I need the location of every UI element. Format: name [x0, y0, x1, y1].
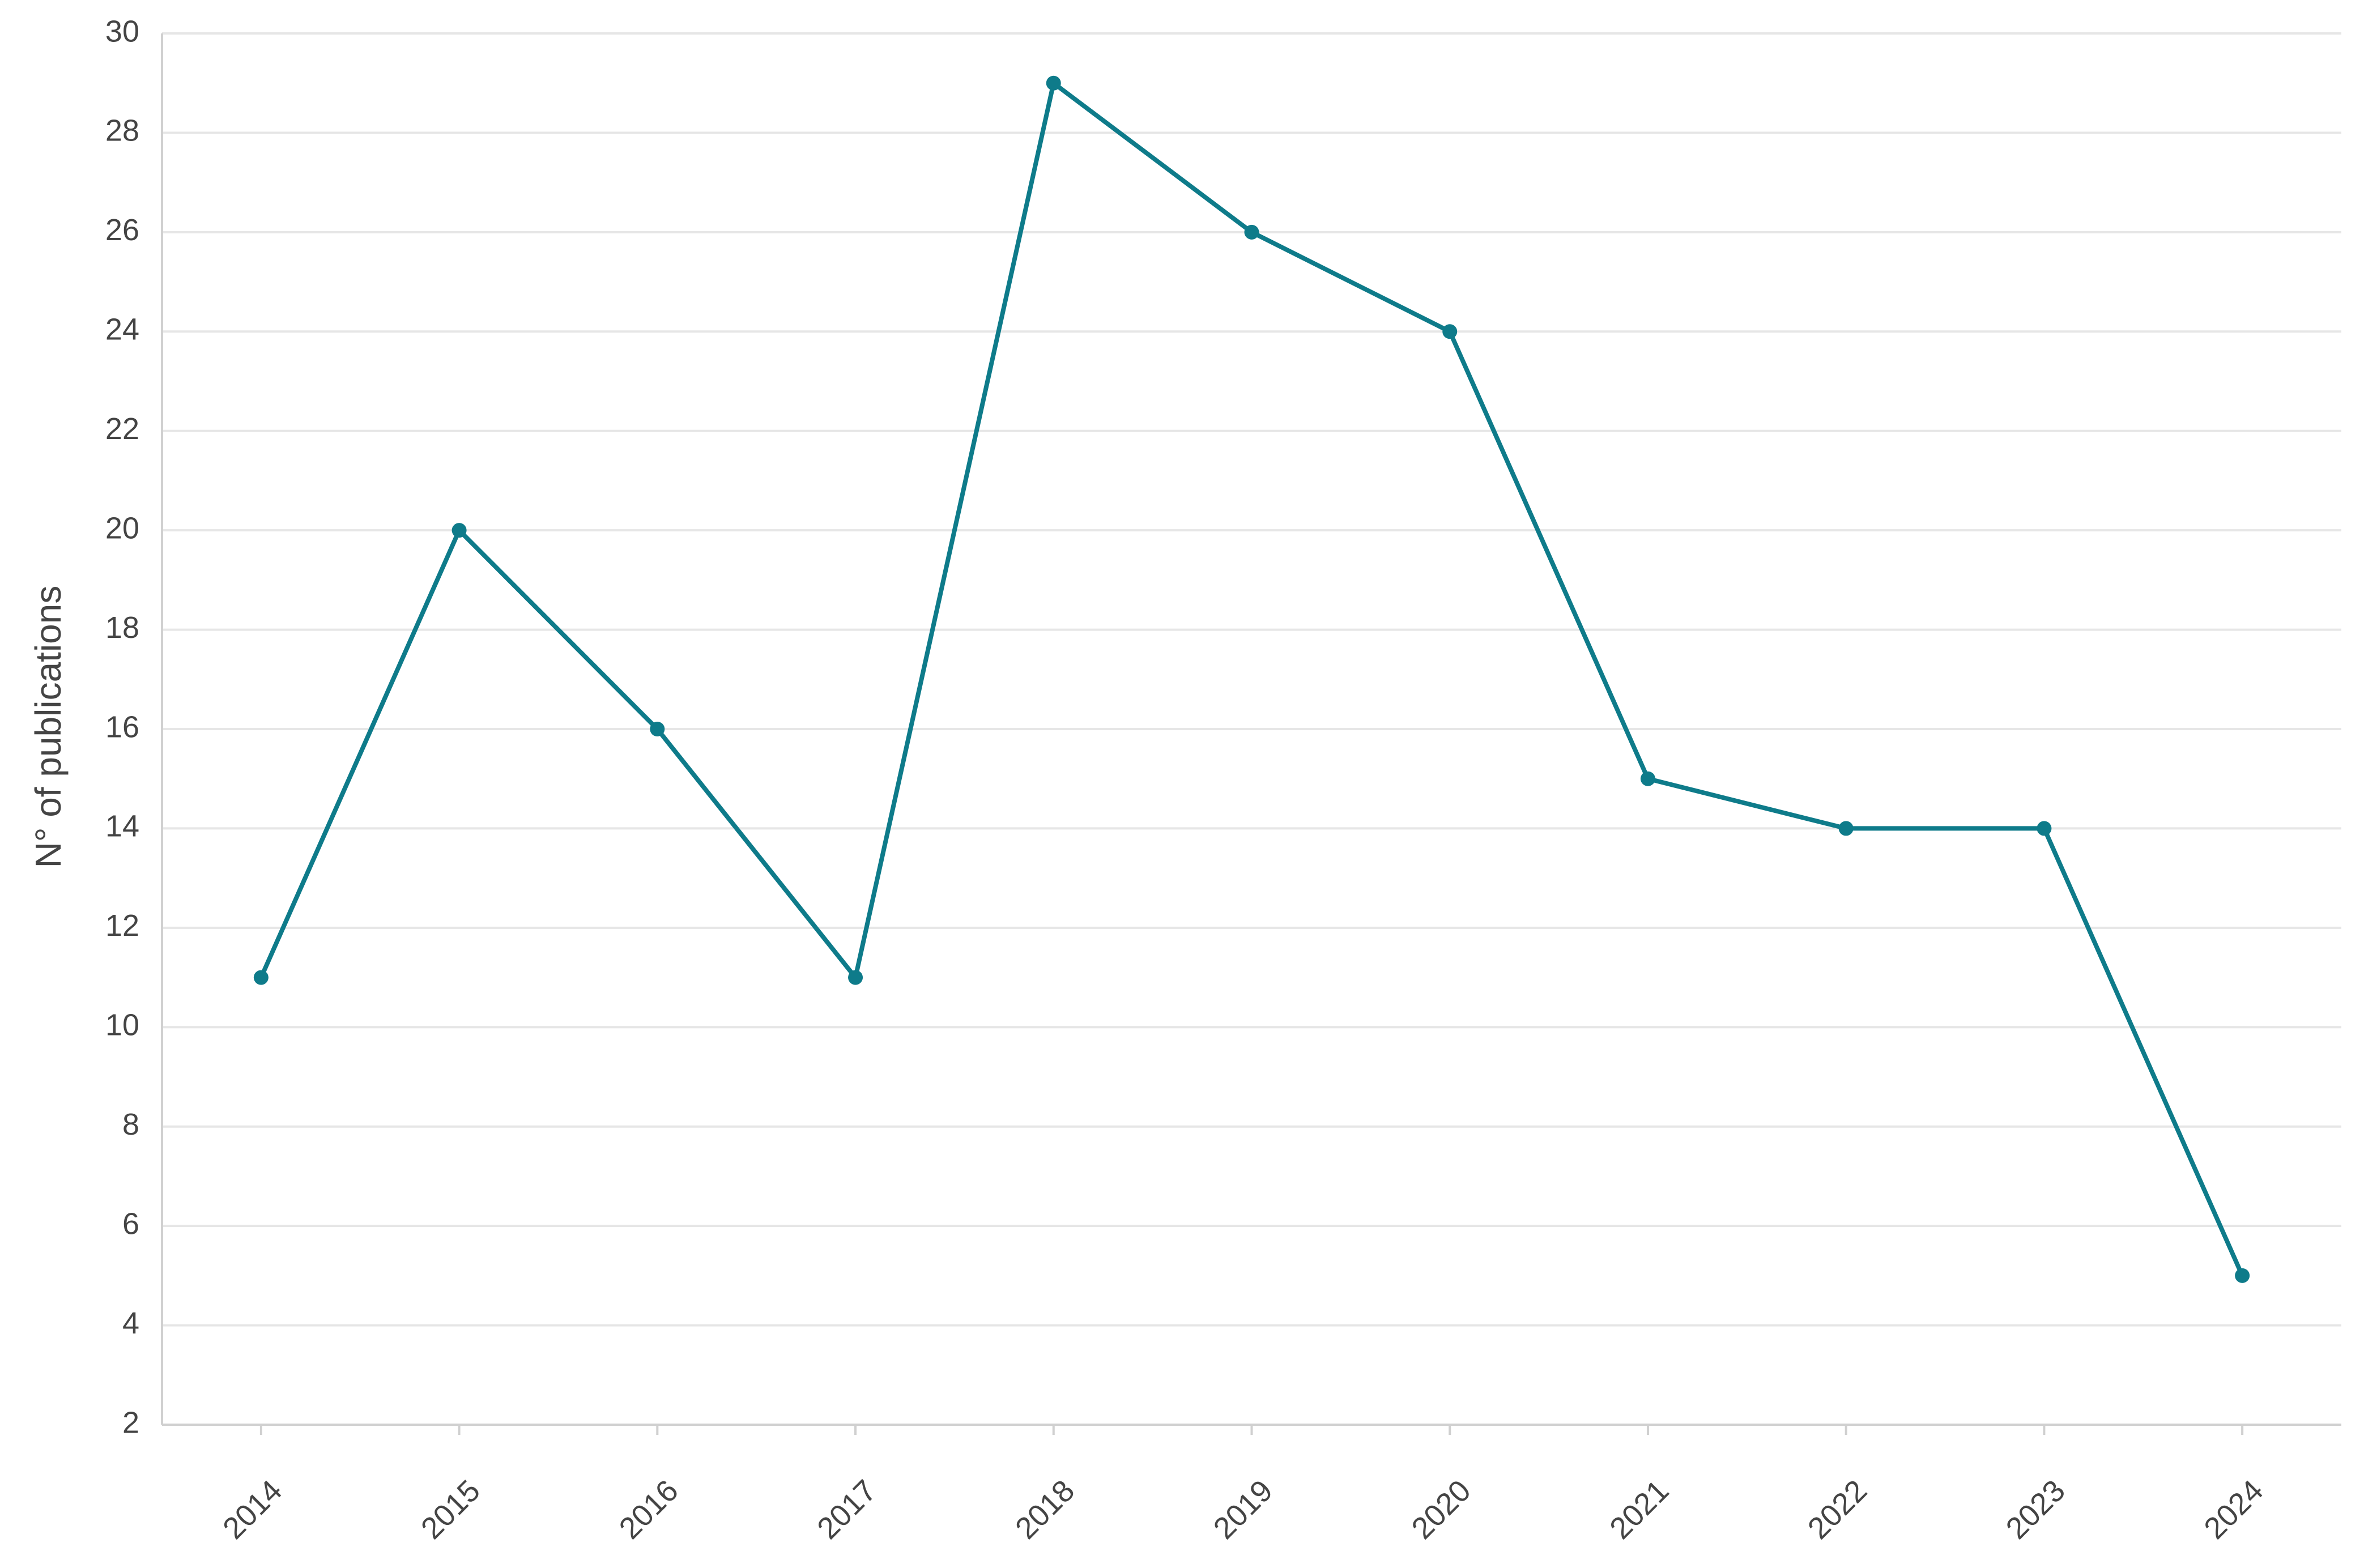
x-tick-label: 2016 — [613, 1473, 685, 1545]
y-tick-label: 16 — [105, 710, 139, 744]
y-tick-label: 2 — [122, 1405, 139, 1439]
y-tick-label: 6 — [122, 1207, 139, 1241]
x-tick-label: 2024 — [2197, 1473, 2269, 1545]
y-axis-label: N° of publications — [28, 586, 69, 868]
data-point — [253, 970, 269, 985]
y-tick-label: 20 — [105, 511, 139, 545]
y-tick-label: 22 — [105, 412, 139, 446]
data-point — [1046, 75, 1061, 91]
x-tick-label: 2023 — [2000, 1473, 2072, 1545]
x-tick-label: 2018 — [1009, 1473, 1081, 1545]
y-tick-label: 14 — [105, 809, 139, 843]
data-point — [848, 970, 863, 985]
y-tick-label: 8 — [122, 1107, 139, 1141]
data-point — [1640, 771, 1655, 786]
x-tick-label: 2017 — [811, 1473, 883, 1545]
x-tick-label: 2022 — [1801, 1473, 1873, 1545]
data-point — [1838, 821, 1854, 836]
y-tick-label: 24 — [105, 313, 139, 347]
data-point — [2037, 821, 2052, 836]
data-line — [259, 80, 2244, 1277]
data-point — [1244, 224, 1259, 240]
data-point — [451, 523, 467, 538]
y-tick-label: 4 — [122, 1306, 139, 1340]
y-tick-label: 10 — [105, 1008, 139, 1042]
x-tick-label: 2020 — [1405, 1473, 1477, 1545]
x-tick-label: 2019 — [1207, 1473, 1279, 1545]
y-tick-label: 12 — [105, 909, 139, 943]
x-tick-label: 2014 — [216, 1473, 288, 1545]
y-tick-label: 18 — [105, 611, 139, 645]
data-point — [650, 722, 665, 736]
data-point — [2235, 1268, 2250, 1283]
x-tick-label: 2015 — [415, 1473, 487, 1545]
y-tick-label: 30 — [105, 14, 139, 48]
y-tick-label: 26 — [105, 213, 139, 247]
x-tick-label: 2021 — [1603, 1473, 1675, 1545]
y-tick-label: 28 — [105, 114, 139, 148]
data-point — [1442, 324, 1458, 339]
